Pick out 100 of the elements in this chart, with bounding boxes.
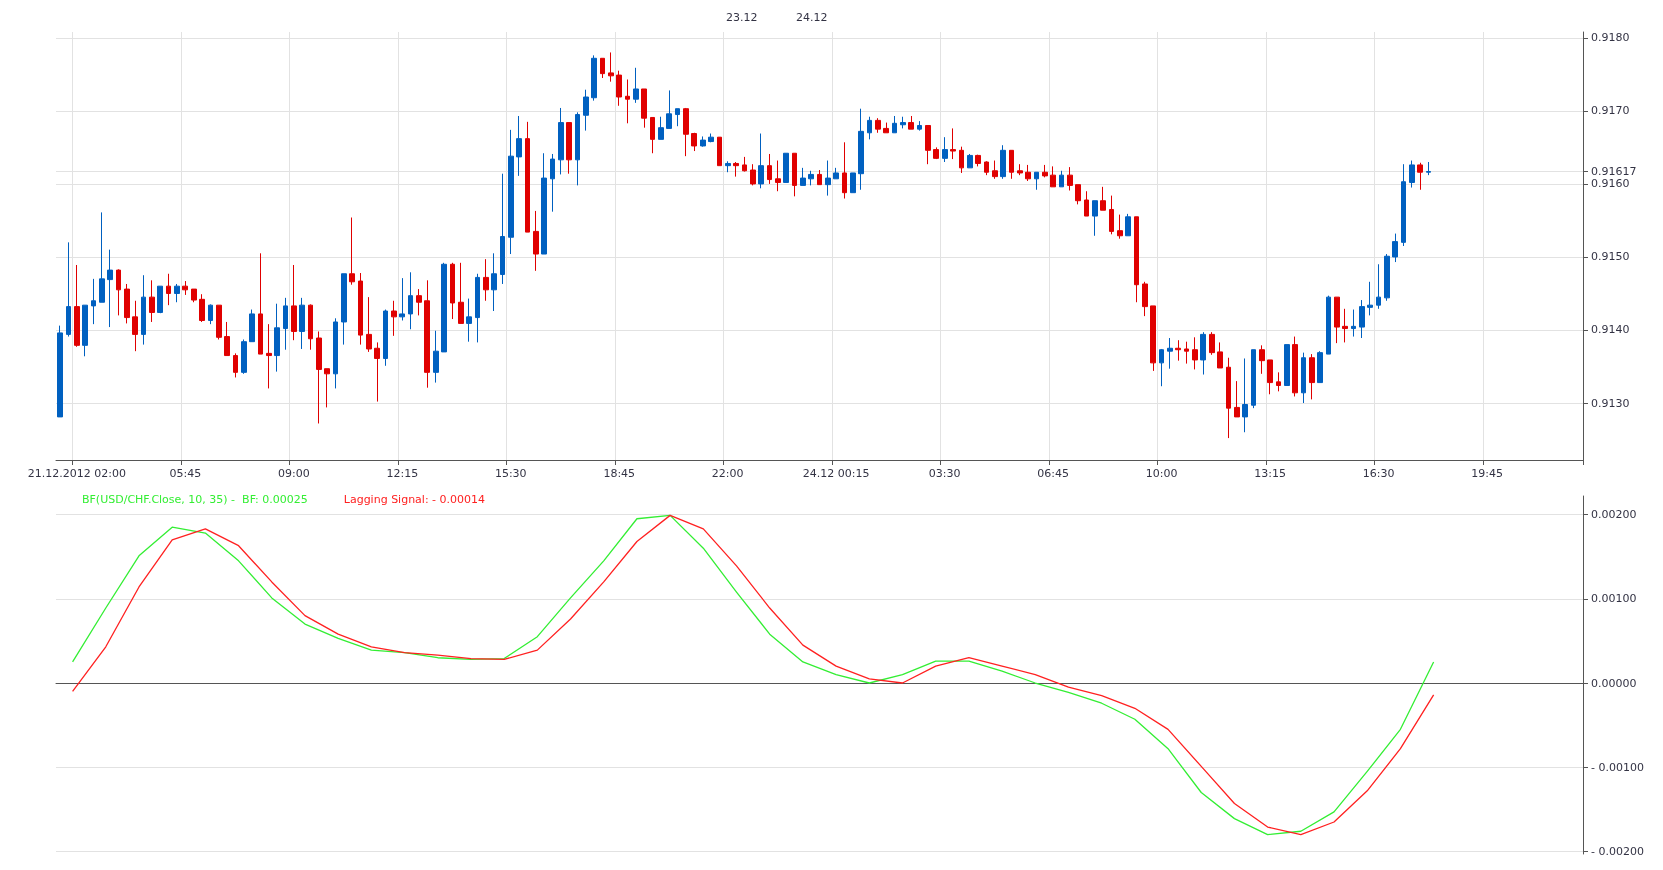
x-tick-label: 19:45 <box>1471 467 1503 480</box>
candlestick <box>558 107 564 175</box>
candlestick <box>199 293 205 323</box>
candlestick <box>850 172 856 194</box>
candlestick <box>1401 163 1406 247</box>
candlestick <box>1175 339 1181 362</box>
candlestick <box>324 368 330 408</box>
candlestick <box>1284 344 1290 386</box>
candlestick <box>216 304 222 340</box>
x-tick-label: 16:30 <box>1362 467 1395 480</box>
candlestick <box>1342 308 1348 343</box>
candlestick <box>650 116 655 154</box>
candlestick <box>191 288 197 303</box>
y-tick-label: 0.00100 <box>1591 592 1637 606</box>
candlestick <box>1276 371 1281 392</box>
candlestick <box>441 262 447 353</box>
candlestick <box>166 273 171 306</box>
candlestick <box>616 70 622 107</box>
candlestick <box>174 283 180 303</box>
candlestick <box>1009 149 1014 180</box>
y-tick-label: 0.9160 <box>1591 177 1630 191</box>
y-tick-label: 0.9180 <box>1591 31 1630 45</box>
candlestick <box>1242 357 1248 433</box>
candlestick <box>57 325 63 418</box>
candlestick <box>875 117 881 134</box>
candlestick <box>157 285 163 314</box>
candlestick <box>892 115 897 134</box>
candlestick <box>1301 352 1306 404</box>
x-tick-label: 13:15 <box>1254 467 1286 480</box>
x-tick-label: 03:30 <box>928 467 961 480</box>
x-tick-label: 09:00 <box>277 467 310 480</box>
candlestick <box>508 129 514 255</box>
candlestick <box>967 153 973 169</box>
candlestick <box>758 133 764 189</box>
candlestick <box>583 89 589 132</box>
candlestick <box>1100 186 1106 211</box>
candlestick <box>992 160 998 180</box>
candlestick <box>182 280 188 296</box>
text: 23.12 <box>726 11 758 24</box>
x-tick-label: 10:00 <box>1145 467 1178 480</box>
candlestick <box>1259 344 1265 375</box>
candlestick <box>717 136 722 167</box>
candlestick <box>691 132 697 152</box>
candlestick <box>833 167 839 180</box>
candlestick <box>1025 164 1031 182</box>
candlestick <box>1309 353 1315 400</box>
candlestick <box>1200 331 1206 376</box>
candlestick <box>266 323 272 389</box>
candlestick <box>641 88 647 129</box>
candlestick <box>1359 299 1365 339</box>
candlestick <box>308 303 313 351</box>
candlestick <box>725 160 731 173</box>
candlestick <box>1409 160 1415 189</box>
candlestick <box>399 277 405 321</box>
x-tick-label: 24.12 00:15 <box>802 467 870 480</box>
candlestick <box>942 136 948 163</box>
candlestick <box>783 152 789 183</box>
candlestick <box>608 51 614 83</box>
y-tick-label: 0.9140 <box>1591 323 1630 337</box>
y-tick-label: - 0.00100 <box>1591 760 1644 774</box>
candlestick <box>374 341 380 403</box>
candlestick <box>74 264 80 348</box>
candlestick <box>99 211 105 303</box>
candlestick <box>733 161 739 178</box>
candlestick <box>132 300 138 352</box>
y-tick-label: 0.9130 <box>1591 396 1630 410</box>
candlestick <box>333 317 338 389</box>
candlestick <box>416 288 422 316</box>
candlestick <box>925 124 931 165</box>
candlestick <box>1384 253 1390 302</box>
candlestick <box>825 160 831 197</box>
candlestick <box>767 153 772 185</box>
candlestick <box>124 283 130 324</box>
candlestick <box>458 262 464 324</box>
candlestick <box>984 160 989 176</box>
candlestick <box>1351 309 1356 338</box>
candlestick <box>1067 166 1073 191</box>
candlestick <box>808 170 814 186</box>
candlestick <box>959 146 964 174</box>
candlestick <box>241 338 247 375</box>
x-tick-label: 06:45 <box>1037 467 1069 480</box>
candlestick <box>107 249 113 328</box>
candlestick <box>867 116 872 140</box>
candlestick <box>533 210 539 272</box>
candlestick <box>750 163 756 186</box>
candlestick <box>249 309 255 343</box>
candlestick <box>116 268 121 316</box>
candlestick <box>1392 233 1398 263</box>
candlestick <box>475 273 480 343</box>
candlestick <box>1217 341 1223 369</box>
candlestick <box>1184 341 1189 365</box>
candlestick <box>291 264 297 341</box>
candlestick <box>1059 170 1064 188</box>
candlestick <box>1042 164 1048 178</box>
candlestick <box>1326 295 1331 355</box>
candlestick <box>383 309 388 367</box>
candlestick <box>82 304 88 357</box>
y-tick-label: - 0.00200 <box>1591 844 1644 858</box>
candlestick <box>433 330 439 384</box>
y-tick-label: 0.9150 <box>1591 250 1630 264</box>
